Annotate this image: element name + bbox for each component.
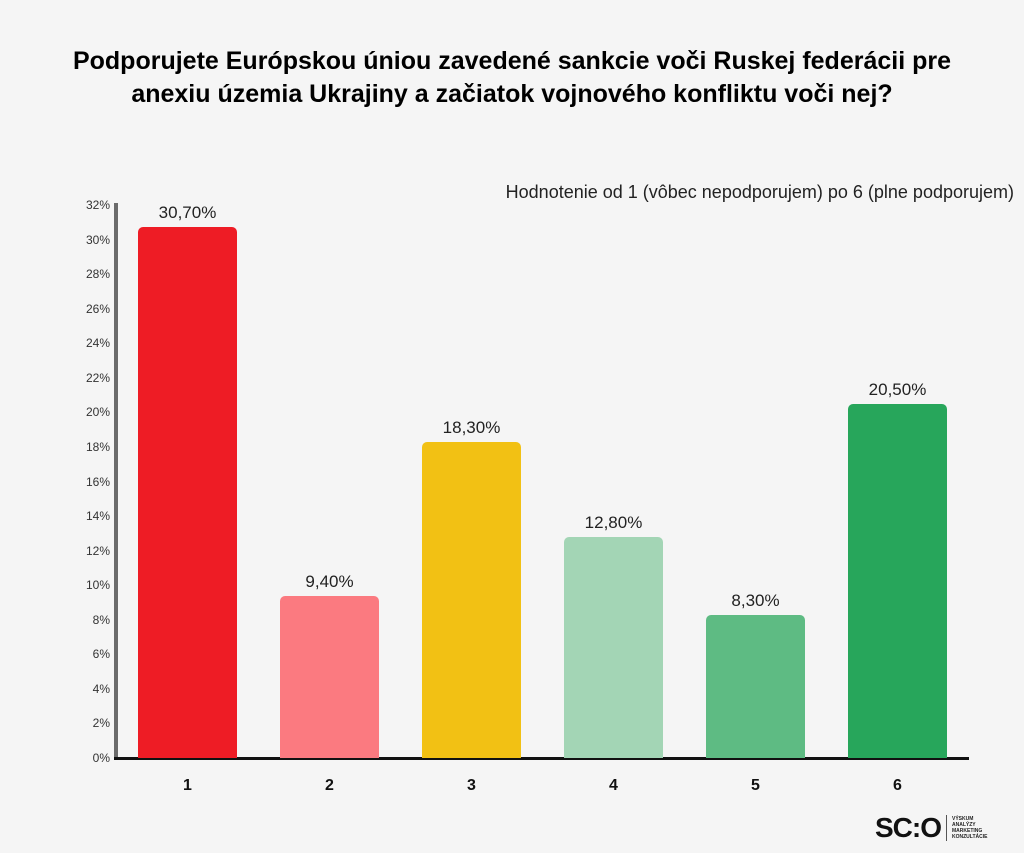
y-tick-label: 6% — [92, 647, 110, 662]
chart-subtitle: Hodnotenie od 1 (vôbec nepodporujem) po … — [505, 182, 1014, 202]
y-tick-label: 14% — [85, 509, 110, 524]
value-label: 30,70% — [158, 203, 217, 223]
y-tick-label: 10% — [85, 578, 110, 593]
logo-text: SC:O — [875, 812, 942, 843]
x-tick-label: 2 — [325, 777, 334, 794]
y-tick-label: 22% — [85, 370, 110, 385]
y-tick-label: 0% — [92, 751, 110, 765]
y-axis — [114, 203, 118, 760]
y-tick-label: 30% — [85, 232, 110, 247]
tagline-line: MARKETING — [952, 828, 983, 834]
bar-4 — [564, 536, 663, 758]
y-tick-label: 24% — [85, 336, 110, 351]
logo-divider — [946, 815, 947, 841]
y-tick-label: 16% — [85, 474, 110, 489]
value-label: 18,30% — [442, 417, 501, 437]
bar-1 — [138, 227, 237, 758]
logo-tagline: VÝSKUM ANALÝZY MARKETING KONZULTÁCIE — [952, 816, 987, 840]
x-tick-label: 6 — [893, 777, 902, 794]
bar-6 — [848, 403, 947, 758]
y-tick-label: 32% — [85, 198, 110, 212]
y-tick-label: 28% — [85, 267, 110, 282]
value-label: 20,50% — [868, 379, 927, 399]
y-tick-label: 26% — [85, 301, 110, 316]
y-tick-label: 4% — [92, 681, 110, 696]
scio-logo: SC:O VÝSKUM ANALÝZY MARKETING KONZULTÁCI… — [875, 812, 987, 844]
tagline-line: ANALÝZY — [952, 822, 976, 828]
value-label: 12,80% — [584, 512, 643, 532]
chart-title: Podporujete Európskou úniou zavedené san… — [72, 47, 952, 108]
bar-2 — [280, 595, 379, 758]
x-tick-label: 3 — [467, 777, 476, 794]
bar-5 — [706, 614, 805, 758]
tagline-line: VÝSKUM — [952, 816, 974, 822]
y-tick-label: 12% — [85, 543, 110, 558]
y-tick-label: 2% — [92, 716, 110, 731]
y-tick-label: 18% — [85, 439, 110, 454]
value-label: 9,40% — [305, 571, 354, 591]
y-tick-label: 8% — [92, 612, 110, 627]
bar-3 — [422, 441, 521, 758]
value-label: 8,30% — [731, 590, 780, 610]
x-tick-label: 5 — [751, 777, 760, 794]
x-tick-label: 4 — [609, 777, 618, 794]
tagline-line: KONZULTÁCIE — [952, 834, 988, 840]
x-tick-label: 1 — [183, 777, 192, 794]
x-axis — [114, 757, 969, 760]
y-tick-label: 20% — [85, 405, 110, 420]
